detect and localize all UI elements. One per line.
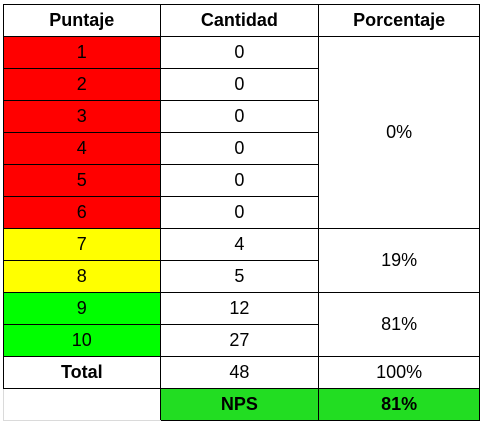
count-cell[interactable]: 5 [159,260,320,293]
passives-percent-cell[interactable]: 19% [318,228,480,293]
nps-row: NPS 81% [3,388,480,421]
table-row: 4 0 [3,132,480,165]
count-cell[interactable]: 0 [159,68,320,101]
header-count[interactable]: Cantidad [159,4,320,37]
score-cell[interactable]: 2 [3,68,161,101]
score-cell[interactable]: 10 [3,324,161,357]
count-cell[interactable]: 27 [159,324,320,357]
table-row: 9 12 81% [3,292,480,357]
count-cell[interactable]: 4 [159,228,320,261]
count-cell[interactable]: 0 [159,164,320,197]
count-cell[interactable]: 12 [159,292,320,325]
score-cell[interactable]: 4 [3,132,161,165]
score-cell[interactable]: 3 [3,100,161,133]
table-row: 1 0 0% [3,36,480,229]
count-cell[interactable]: 0 [159,196,320,229]
count-cell[interactable]: 0 [159,36,320,69]
nps-table: Puntaje Cantidad Porcentaje 1 0 0% 2 0 3… [3,4,480,421]
nps-label-cell[interactable]: NPS [159,388,320,421]
table-row: 7 4 19% [3,228,480,293]
table-row: 10 27 [3,324,480,357]
table-row: 3 0 [3,100,480,133]
score-cell[interactable]: 9 [3,292,161,325]
score-cell[interactable]: 7 [3,228,161,261]
score-cell[interactable]: 6 [3,196,161,229]
score-cell[interactable]: 5 [3,164,161,197]
detractors-percent-cell[interactable]: 0% [318,36,480,229]
total-percent-cell[interactable]: 100% [318,356,480,389]
total-row: Total 48 100% [3,356,480,389]
header-percent[interactable]: Porcentaje [318,4,480,37]
count-cell[interactable]: 0 [159,100,320,133]
promoters-percent-cell[interactable]: 81% [318,292,480,357]
empty-cell[interactable] [3,388,161,421]
score-cell[interactable]: 1 [3,36,161,69]
total-count-cell[interactable]: 48 [159,356,320,389]
nps-value-cell[interactable]: 81% [318,388,480,421]
table-row: 6 0 [3,196,480,229]
count-cell[interactable]: 0 [159,132,320,165]
total-label-cell[interactable]: Total [3,356,161,389]
table-row: 2 0 [3,68,480,101]
score-cell[interactable]: 8 [3,260,161,293]
header-row: Puntaje Cantidad Porcentaje [3,4,480,37]
header-score[interactable]: Puntaje [3,4,161,37]
